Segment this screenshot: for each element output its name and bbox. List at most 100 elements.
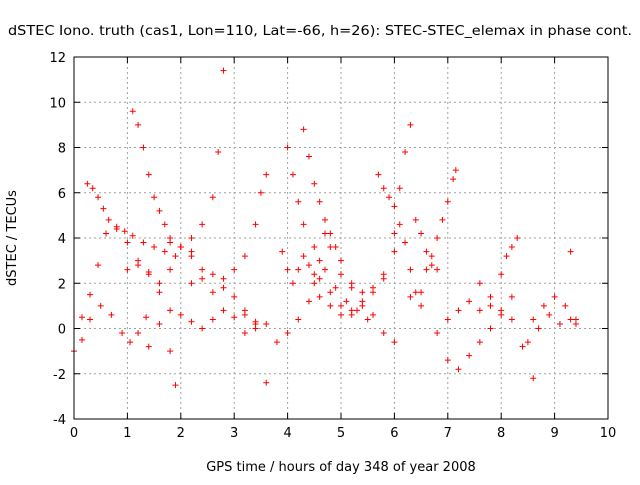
data-point bbox=[113, 225, 120, 232]
y-axis-tick-labels: -4 -2 0 2 4 6 8 10 12 bbox=[49, 51, 66, 428]
data-point bbox=[540, 302, 547, 309]
data-point bbox=[135, 262, 142, 269]
data-point bbox=[476, 307, 483, 314]
data-point bbox=[503, 253, 510, 260]
series-arc-06 bbox=[145, 307, 259, 350]
data-point bbox=[300, 253, 307, 260]
series-arc-10 bbox=[279, 248, 355, 318]
data-point bbox=[209, 289, 216, 296]
data-point bbox=[135, 330, 142, 337]
data-point bbox=[418, 289, 425, 296]
data-point bbox=[498, 271, 505, 278]
data-point bbox=[241, 253, 248, 260]
data-point bbox=[167, 239, 174, 246]
data-point bbox=[257, 189, 264, 196]
data-point bbox=[391, 230, 398, 237]
data-point bbox=[167, 307, 174, 314]
data-point bbox=[316, 293, 323, 300]
x-axis-tick-labels: 0 1 2 3 4 5 6 7 8 9 10 bbox=[70, 426, 616, 441]
data-point bbox=[263, 379, 270, 386]
data-point bbox=[396, 221, 403, 228]
data-point bbox=[508, 316, 515, 323]
data-point bbox=[199, 325, 206, 332]
data-point bbox=[332, 244, 339, 251]
data-point bbox=[87, 316, 94, 323]
series-arc-12 bbox=[300, 126, 398, 346]
data-point bbox=[439, 216, 446, 223]
data-point bbox=[348, 307, 355, 314]
series-arc-07 bbox=[188, 171, 270, 296]
series-arc-14 bbox=[348, 121, 414, 314]
data-point bbox=[127, 339, 134, 346]
data-point bbox=[402, 239, 409, 246]
data-point bbox=[412, 289, 419, 296]
y-tick-label: 12 bbox=[49, 51, 66, 66]
data-point bbox=[177, 311, 184, 318]
data-point bbox=[418, 302, 425, 309]
data-point bbox=[321, 266, 328, 273]
series-arc-19 bbox=[476, 235, 521, 314]
data-point bbox=[145, 268, 152, 275]
data-point bbox=[220, 307, 227, 314]
data-point bbox=[220, 67, 227, 74]
data-point bbox=[316, 257, 323, 264]
data-point bbox=[209, 271, 216, 278]
data-point bbox=[338, 271, 344, 278]
series-arc-17 bbox=[418, 167, 459, 296]
data-point bbox=[567, 316, 574, 323]
data-point bbox=[167, 266, 174, 273]
data-point bbox=[295, 316, 302, 323]
data-point bbox=[524, 339, 531, 346]
data-point bbox=[79, 314, 86, 321]
data-point bbox=[327, 230, 334, 237]
data-point bbox=[209, 194, 216, 201]
data-point bbox=[151, 244, 158, 251]
data-point bbox=[89, 185, 96, 192]
data-point bbox=[105, 216, 112, 223]
x-tick-label: 5 bbox=[337, 426, 345, 441]
data-point bbox=[508, 293, 515, 300]
data-point bbox=[551, 293, 558, 300]
data-point bbox=[231, 314, 238, 321]
data-point bbox=[364, 316, 371, 323]
data-point bbox=[508, 244, 515, 251]
data-point bbox=[498, 311, 505, 318]
data-point bbox=[476, 339, 483, 346]
data-point bbox=[391, 339, 398, 346]
x-tick-label: 7 bbox=[444, 426, 452, 441]
y-tick-label: 6 bbox=[58, 187, 66, 202]
data-point bbox=[359, 289, 366, 296]
y-tick-label: 2 bbox=[58, 277, 66, 292]
data-point bbox=[380, 330, 387, 337]
data-point bbox=[177, 244, 184, 251]
data-point bbox=[199, 221, 206, 228]
data-point bbox=[156, 207, 163, 214]
data-point bbox=[407, 266, 414, 273]
y-tick-label: -2 bbox=[53, 368, 66, 383]
data-point bbox=[119, 330, 126, 337]
data-point bbox=[391, 248, 398, 255]
data-point bbox=[103, 230, 110, 237]
data-point bbox=[450, 176, 457, 183]
data-point bbox=[84, 180, 91, 187]
data-point bbox=[327, 289, 334, 296]
data-point bbox=[284, 144, 291, 151]
data-point bbox=[305, 262, 312, 269]
data-point bbox=[305, 153, 312, 160]
data-point bbox=[311, 271, 318, 278]
data-point bbox=[428, 253, 435, 260]
data-point bbox=[375, 171, 382, 178]
data-point bbox=[87, 291, 94, 298]
data-point bbox=[370, 289, 377, 296]
chart-title: dSTEC Iono. truth (cas1, Lon=110, Lat=-6… bbox=[8, 24, 632, 39]
data-point bbox=[140, 144, 147, 151]
grid bbox=[74, 57, 608, 419]
data-point bbox=[359, 302, 366, 309]
y-tick-label: 8 bbox=[58, 142, 66, 157]
data-point bbox=[188, 235, 195, 241]
data-point bbox=[241, 311, 248, 318]
data-point bbox=[284, 330, 291, 337]
data-point bbox=[143, 314, 150, 321]
data-point bbox=[348, 284, 355, 291]
